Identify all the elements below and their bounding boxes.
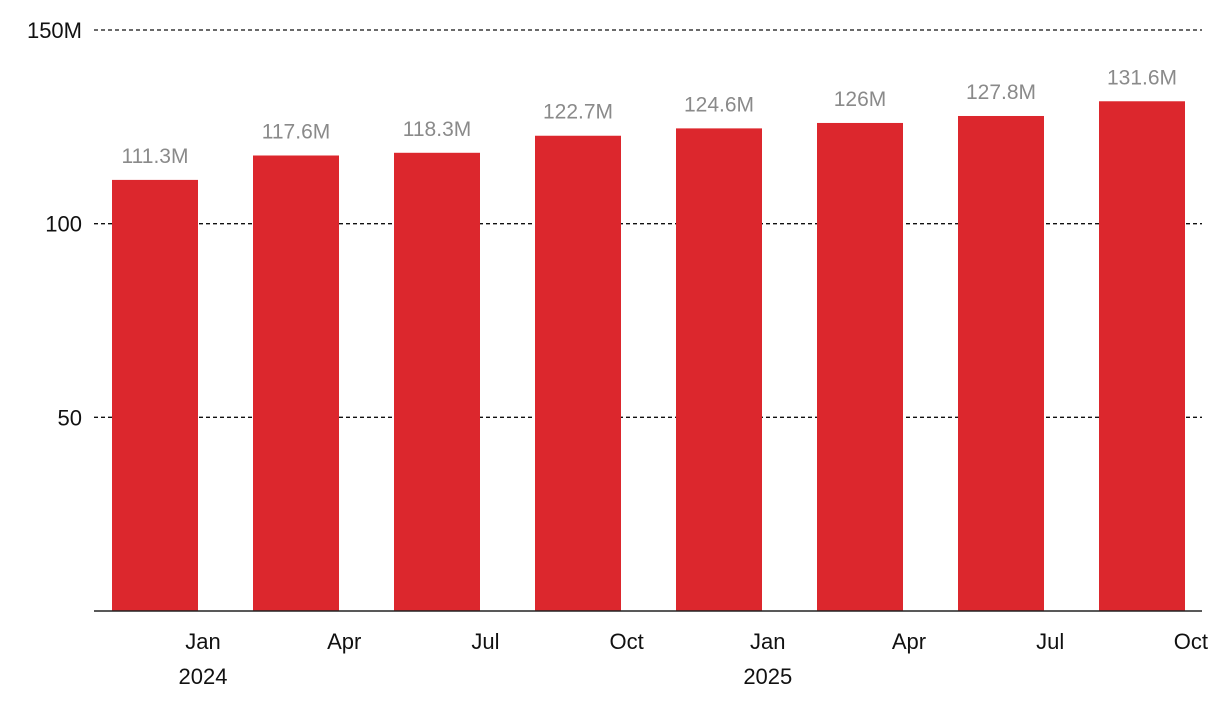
- x-tick-year-label: 2025: [743, 664, 792, 689]
- data-label: 118.3M: [403, 118, 472, 141]
- bars-layer: [112, 101, 1185, 612]
- data-label: 126M: [834, 88, 887, 111]
- x-tick-label: Jan: [185, 629, 220, 654]
- data-label: 122.7M: [543, 101, 613, 124]
- data-label: 127.8M: [966, 81, 1036, 104]
- y-tick-label: 100: [45, 212, 82, 237]
- x-tick-label: Jul: [1036, 629, 1064, 654]
- bar: [535, 135, 621, 611]
- x-tick-year-label: 2024: [179, 664, 228, 689]
- data-label: 124.6M: [684, 93, 754, 116]
- x-tick-label: Jul: [471, 629, 499, 654]
- bar: [676, 128, 762, 611]
- bar: [1099, 101, 1185, 611]
- y-tick-label: 50: [58, 405, 82, 430]
- axis-layer: 50 100 150M Jan 2024 Apr Jul Oct Jan 2025 Apr Jul Oc…: [27, 18, 1208, 689]
- x-tick-label: Apr: [327, 629, 361, 654]
- bar: [253, 155, 339, 611]
- data-label: 111.3M: [122, 145, 189, 168]
- data-label: 117.6M: [262, 120, 331, 143]
- x-tick-label: Oct: [609, 629, 643, 654]
- x-tick-label: Jan: [750, 629, 785, 654]
- bar: [817, 122, 903, 612]
- data-labels-layer: 111.3M 117.6M 118.3M 122.7M 124.6M 126M 127.8M…: [122, 66, 1177, 168]
- y-tick-label: 150M: [27, 18, 82, 43]
- bar: [958, 115, 1044, 611]
- data-label: 131.6M: [1107, 66, 1177, 89]
- x-tick-label: Apr: [892, 629, 926, 654]
- bar: [394, 152, 480, 611]
- x-tick-label: Oct: [1174, 629, 1208, 654]
- bar: [112, 179, 198, 611]
